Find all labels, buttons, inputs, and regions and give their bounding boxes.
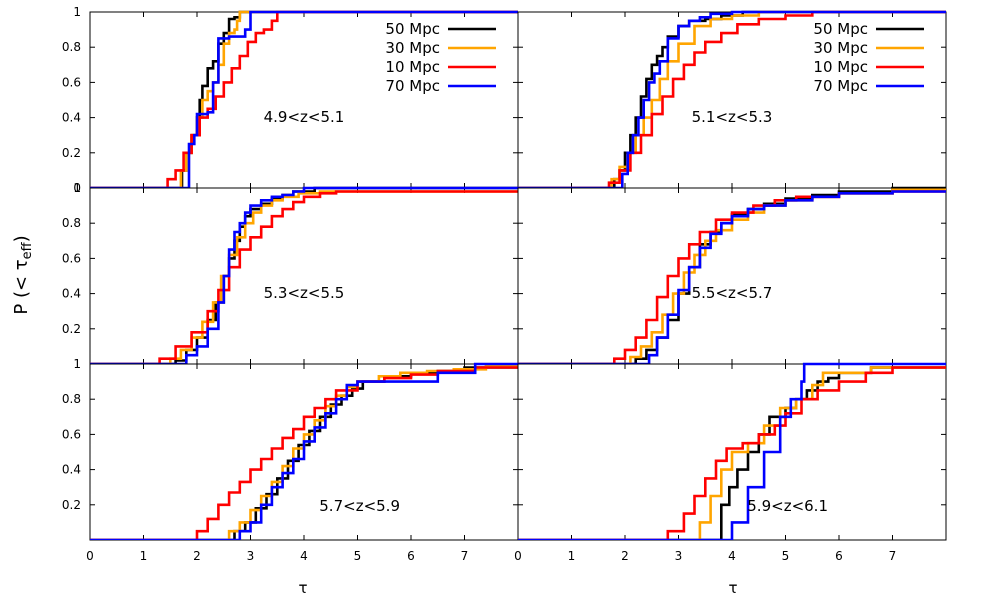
y-tick-label: 0.6 bbox=[62, 251, 81, 265]
panel-frame bbox=[89, 187, 519, 365]
y-tick-label: 0.2 bbox=[62, 146, 81, 160]
series-group bbox=[90, 10, 518, 188]
series-line-70-mpc bbox=[90, 186, 518, 364]
legend-label: 70 Mpc bbox=[813, 77, 868, 95]
panel-label: 5.9<z<6.1 bbox=[747, 497, 828, 515]
series-line-10-mpc bbox=[90, 10, 518, 188]
series-line-70-mpc bbox=[90, 362, 518, 540]
panel-4: 5.5<z<5.7 bbox=[517, 186, 947, 365]
series-line-10-mpc bbox=[90, 366, 518, 540]
x-axis-label-right: τ bbox=[728, 579, 737, 597]
x-tick-label: 5 bbox=[354, 549, 362, 563]
series-group bbox=[518, 186, 946, 364]
y-axis-label-close: ) bbox=[11, 235, 32, 242]
panel-3: 0.2 0.4 0.6 0.8 1 5.3<z<5.5 bbox=[62, 181, 519, 365]
x-tick-label: 0 bbox=[514, 549, 522, 563]
y-tick-label: 0.4 bbox=[62, 463, 81, 477]
series-line-70-mpc bbox=[518, 362, 946, 540]
series-group bbox=[90, 362, 518, 540]
series-line-30-mpc bbox=[90, 190, 518, 364]
series-line-70-mpc bbox=[518, 190, 946, 364]
series-line-10-mpc bbox=[518, 10, 946, 188]
series-group bbox=[90, 186, 518, 364]
legend-label: 10 Mpc bbox=[813, 58, 868, 76]
panel-frame bbox=[517, 11, 947, 189]
series-group bbox=[518, 10, 946, 188]
series-line-30-mpc bbox=[90, 10, 518, 188]
x-tick-label: 7 bbox=[461, 549, 469, 563]
y-tick-label: 0.6 bbox=[62, 427, 81, 441]
y-tick-label: 1 bbox=[73, 357, 81, 371]
series-group bbox=[518, 362, 946, 540]
y-axis-label: P (< τeff) bbox=[11, 235, 35, 314]
x-tick-label: 2 bbox=[621, 549, 629, 563]
x-tick-label: 7 bbox=[889, 549, 897, 563]
x-tick-label: 3 bbox=[247, 549, 255, 563]
series-line-50-mpc bbox=[90, 186, 518, 364]
x-axis-label-left: τ bbox=[298, 579, 307, 597]
y-tick-label: 0.8 bbox=[62, 40, 81, 54]
y-axis-label-main: P (< τ bbox=[11, 259, 32, 314]
legend-label: 30 Mpc bbox=[813, 39, 868, 57]
legend-label: 50 Mpc bbox=[385, 20, 440, 38]
y-tick-label: 0.2 bbox=[62, 322, 81, 336]
legend-label: 50 Mpc bbox=[813, 20, 868, 38]
series-line-10-mpc bbox=[518, 366, 946, 540]
x-tick-label: 4 bbox=[300, 549, 308, 563]
series-line-50-mpc bbox=[518, 10, 946, 188]
panel-label: 5.5<z<5.7 bbox=[692, 284, 773, 302]
legend-label: 30 Mpc bbox=[385, 39, 440, 57]
y-axis-label-sub: eff bbox=[20, 241, 35, 259]
x-tick-label: 6 bbox=[835, 549, 843, 563]
panel-label: 5.7<z<5.9 bbox=[319, 497, 400, 515]
legend-label: 10 Mpc bbox=[385, 58, 440, 76]
y-tick-label: 0.4 bbox=[62, 111, 81, 125]
y-tick-label: 0 bbox=[73, 181, 81, 195]
series-line-30-mpc bbox=[518, 10, 946, 188]
y-tick-label: 0.4 bbox=[62, 287, 81, 301]
y-tick-label: 0.8 bbox=[62, 392, 81, 406]
x-tick-label: 3 bbox=[675, 549, 683, 563]
panel-5: 0.2 0.4 0.6 0.8 1 0 1 2 3 4 5 6 7 5.7<z<5.9 bbox=[62, 357, 519, 563]
y-tick-label: 0.2 bbox=[62, 498, 81, 512]
series-line-50-mpc bbox=[90, 10, 518, 188]
x-tick-label: 0 bbox=[86, 549, 94, 563]
series-line-10-mpc bbox=[90, 190, 518, 364]
panel-label: 4.9<z<5.1 bbox=[264, 108, 345, 126]
x-tick-label: 2 bbox=[193, 549, 201, 563]
y-tick-label: 0.8 bbox=[62, 216, 81, 230]
x-tick-label: 6 bbox=[407, 549, 415, 563]
series-line-30-mpc bbox=[518, 366, 946, 540]
series-line-70-mpc bbox=[518, 10, 946, 188]
y-tick-label: 0.6 bbox=[62, 75, 81, 89]
panel-frame bbox=[89, 11, 519, 189]
panel-label: 5.3<z<5.5 bbox=[264, 284, 345, 302]
legend-label: 70 Mpc bbox=[385, 77, 440, 95]
x-tick-label: 1 bbox=[140, 549, 148, 563]
series-line-70-mpc bbox=[90, 10, 518, 188]
y-tick-label: 1 bbox=[73, 181, 81, 195]
x-tick-label: 5 bbox=[782, 549, 790, 563]
x-tick-label: 1 bbox=[568, 549, 576, 563]
series-line-30-mpc bbox=[90, 364, 518, 540]
y-tick-label: 1 bbox=[73, 5, 81, 19]
x-tick-label: 4 bbox=[728, 549, 736, 563]
panel-6: 0 1 2 3 4 5 6 7 5.9<z<6.1 bbox=[514, 362, 947, 563]
panel-label: 5.1<z<5.3 bbox=[692, 108, 773, 126]
